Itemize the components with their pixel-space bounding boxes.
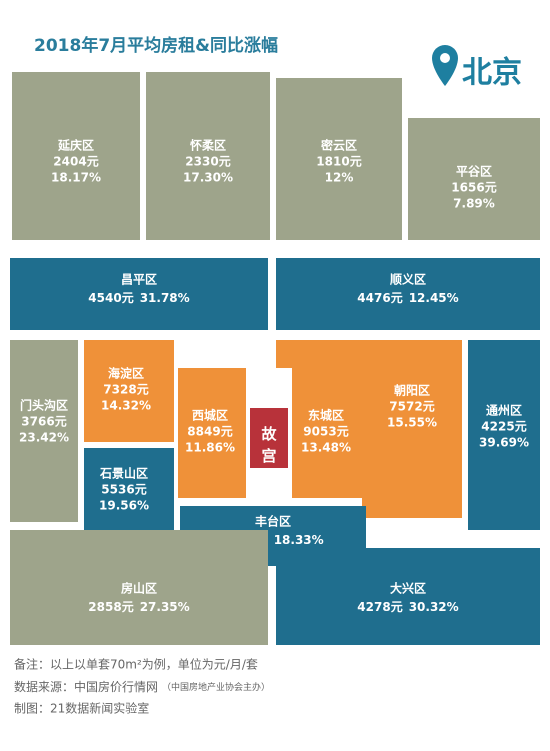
- district-change: 18.33%: [274, 533, 324, 547]
- district-values: 4476元 12.45%: [357, 291, 458, 305]
- district-name: 密云区: [321, 138, 357, 153]
- landmark-char: 宫: [261, 447, 276, 465]
- district-tile: [362, 368, 462, 518]
- district-name: 延庆区: [57, 138, 94, 153]
- location: 北京: [462, 56, 522, 91]
- district-tile: [276, 78, 402, 240]
- pin-icon: [432, 45, 458, 86]
- district-tile: [178, 368, 246, 498]
- district-change: 18.17%: [51, 171, 101, 185]
- district-name: 东城区: [308, 408, 344, 423]
- district-rent: 7572元: [389, 400, 434, 414]
- district-name: 朝阳区: [394, 383, 430, 398]
- district-tile: [10, 530, 268, 645]
- note: 备注：以上以单套70m²为例，单位为元/月/套: [14, 657, 258, 672]
- district-tile: [10, 258, 268, 330]
- landmark-char: 故: [261, 425, 277, 443]
- district-rent: 2330元: [185, 155, 230, 169]
- district-name: 顺义区: [390, 272, 426, 287]
- district-name: 昌平区: [121, 273, 157, 287]
- note: 制图：21数据新闻实验室: [14, 701, 149, 716]
- note: 数据来源：中国房价行情网: [14, 679, 158, 694]
- district-change: 27.35%: [140, 600, 190, 614]
- district-rent: 4540元: [88, 291, 133, 305]
- landmark-box: [248, 406, 290, 470]
- district-tile: [276, 340, 462, 368]
- district-rent: 4225元: [481, 420, 526, 434]
- district-change: 12.45%: [409, 291, 459, 305]
- district-tile: [276, 258, 540, 330]
- district-tile: [468, 340, 540, 530]
- district-values: 2858元 27.35%: [88, 600, 189, 614]
- district-rent: 4476元: [357, 291, 402, 305]
- district-change: 13.48%: [301, 441, 351, 455]
- district-tile: [84, 448, 174, 530]
- district-name: 房山区: [121, 581, 157, 596]
- title: 2018年7月平均房租&同比涨幅: [34, 35, 278, 56]
- district-name: 门头沟区: [20, 398, 68, 413]
- district-change: 39.69%: [479, 436, 529, 450]
- district-change: 31.78%: [140, 291, 190, 305]
- district-rent: 8849元: [187, 425, 232, 439]
- district-tile: [292, 368, 362, 498]
- district-change: 14.32%: [101, 399, 151, 413]
- district-change: 17.30%: [183, 171, 233, 185]
- district-rent: 9053元: [303, 425, 348, 439]
- district-rent: 2858元: [88, 600, 133, 614]
- district-name: 石景山区: [99, 466, 148, 481]
- note: 数据来源：中国房价行情网 （中国房地产业协会主办）: [14, 679, 270, 694]
- district-rent: 5536元: [101, 483, 146, 497]
- district-change: 11.86%: [185, 441, 235, 455]
- district-tile: [276, 548, 540, 645]
- district-rent: 4278元: [357, 600, 402, 614]
- district-name: 大兴区: [390, 581, 426, 596]
- district-name: 平谷区: [456, 164, 492, 179]
- district-tile: [12, 72, 140, 240]
- district-tile: [146, 72, 270, 240]
- district-rent: 7328元: [103, 383, 148, 397]
- district-rent: 1810元: [316, 155, 361, 169]
- district-name: 通州区: [486, 403, 522, 418]
- district-change: 30.32%: [409, 600, 459, 614]
- landmark: 故宫: [261, 425, 277, 465]
- district-change: 7.89%: [453, 197, 495, 211]
- district-tile: [84, 340, 174, 442]
- district-name: 海淀区: [108, 366, 144, 381]
- district-tile: [10, 340, 78, 522]
- district-values: 4278元 30.32%: [357, 600, 458, 614]
- district-change: 15.55%: [387, 416, 437, 430]
- district-name: 怀柔区: [190, 138, 226, 153]
- district-name: 西城区: [192, 408, 228, 423]
- district-name: 丰台区: [255, 514, 291, 529]
- district-values: 4540元 31.78%: [88, 291, 189, 305]
- district-tile: [408, 118, 540, 240]
- pin-hole: [440, 53, 450, 63]
- district-rent: 1656元: [451, 181, 496, 195]
- district-rent: 3766元: [21, 415, 66, 429]
- district-change: 23.42%: [19, 431, 69, 445]
- district-change: 19.56%: [99, 499, 149, 513]
- note: （中国房地产业协会主办）: [162, 681, 270, 693]
- district-change: 12%: [325, 171, 354, 185]
- district-rent: 2404元: [53, 155, 98, 169]
